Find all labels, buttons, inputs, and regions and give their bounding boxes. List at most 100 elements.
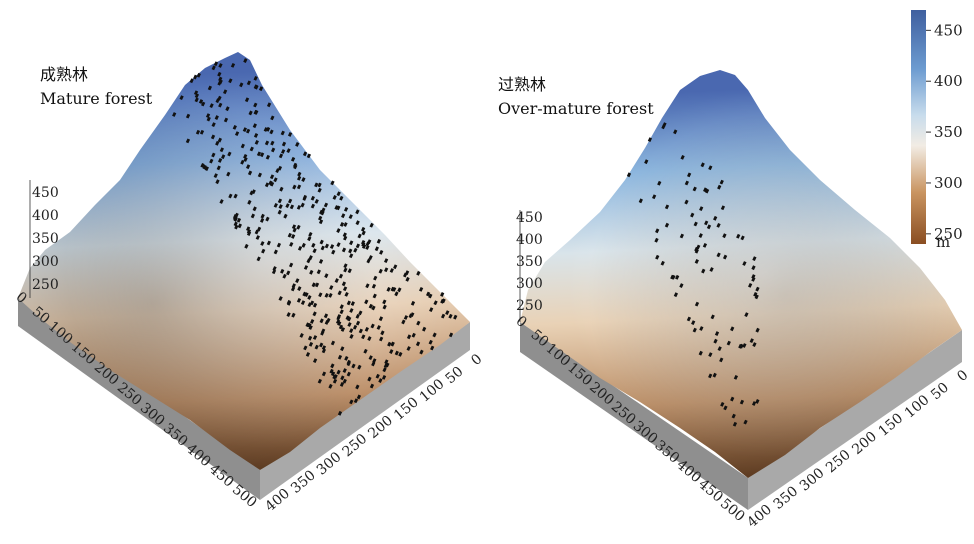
tree-point [244,97,250,103]
tree-point [246,229,252,234]
tree-point [743,419,748,425]
tree-point [232,124,237,130]
tree-point [720,205,726,211]
z-tick-label-1-3: 300 [516,276,543,292]
tree-point [309,269,314,275]
tree-point [329,368,334,374]
tree-point [694,246,699,252]
tree-point [304,292,309,298]
tree-point [239,82,244,88]
tree-point [339,304,344,310]
tree-point [337,354,343,360]
tree-point [660,260,665,266]
x-tick-label-1-7: 50 [928,380,952,404]
tree-point [272,266,277,271]
tree-point [202,164,207,170]
tree-point [314,198,319,204]
tree-point [300,202,305,208]
tree-point [378,268,383,274]
tree-point [216,165,221,171]
tree-point [369,383,375,389]
tree-point [317,182,322,188]
tree-point [280,130,285,136]
tree-point [253,84,258,90]
tree-point [309,300,315,306]
tree-point [366,258,371,264]
tree-point [675,274,680,280]
tree-point [698,350,703,356]
tree-point [299,333,304,338]
tree-point [416,270,421,276]
tree-point [343,222,348,227]
tree-point [253,133,259,138]
tree-point [265,216,270,222]
tree-point [692,327,697,333]
tree-point [218,79,223,85]
tree-point [308,341,314,347]
tree-point [218,63,223,68]
tree-point [324,320,329,325]
tree-point [383,363,388,369]
base-front-left-face [18,298,260,500]
tree-point [680,154,685,160]
tree-point [317,187,322,193]
tree-point [312,302,318,308]
elevation-colorbar: 450 400 350 300 250 m [911,10,963,251]
colorbar-tick-label-4: 250 [934,225,963,243]
tree-point [319,342,324,348]
tree-point [289,204,295,210]
tree-point [416,320,421,326]
tree-point [268,180,273,186]
tree-point [292,227,297,233]
tree-point [252,123,257,129]
tree-point [692,186,697,192]
tree-point [307,295,312,300]
tree-point [332,195,337,200]
tree-point [687,172,692,178]
tree-point [321,345,327,351]
tree-point [338,324,344,330]
tree-point [703,187,708,193]
tree-point [269,129,274,135]
z-tick-label-1-0: 450 [516,210,543,226]
tree-point [382,304,387,310]
tree-point [217,95,222,101]
tree-point [736,233,741,239]
tree-point [290,156,296,162]
tree-point [270,115,275,121]
tree-point [355,320,361,326]
tree-point [428,339,433,345]
tree-point [324,292,329,298]
tree-point [301,177,306,182]
tree-point [329,285,334,290]
tree-point [408,313,413,319]
tree-point [679,233,684,239]
tree-point [256,151,262,157]
tree-point [749,338,754,344]
tree-point [406,334,412,340]
tree-point [710,314,715,320]
tree-point [367,239,372,245]
tree-point [209,158,214,164]
tree-point [704,220,709,226]
tree-point [265,154,271,160]
tree-point [296,184,302,190]
tree-point [626,172,632,178]
tree-point [698,233,703,238]
tree-point [233,213,238,219]
tree-point [712,372,717,378]
tree-point [664,222,670,228]
tree-point [308,255,313,260]
tree-point [742,343,747,348]
tree-point [296,204,302,210]
tree-point [732,421,738,427]
tree-point [419,286,424,292]
tree-point [342,368,347,373]
tree-point [336,369,341,375]
z-tick-label-0-1: 400 [32,208,59,224]
tree-point [314,182,319,188]
tree-point [201,101,206,107]
tree-point [719,357,724,363]
